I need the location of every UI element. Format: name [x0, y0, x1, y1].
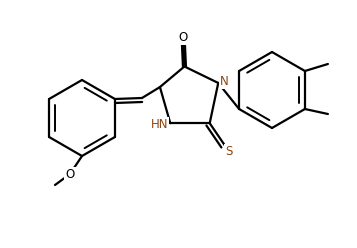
Text: O: O: [65, 167, 75, 181]
Text: HN: HN: [151, 118, 168, 131]
Text: O: O: [179, 31, 188, 44]
Text: N: N: [220, 75, 228, 89]
Text: S: S: [225, 145, 232, 158]
